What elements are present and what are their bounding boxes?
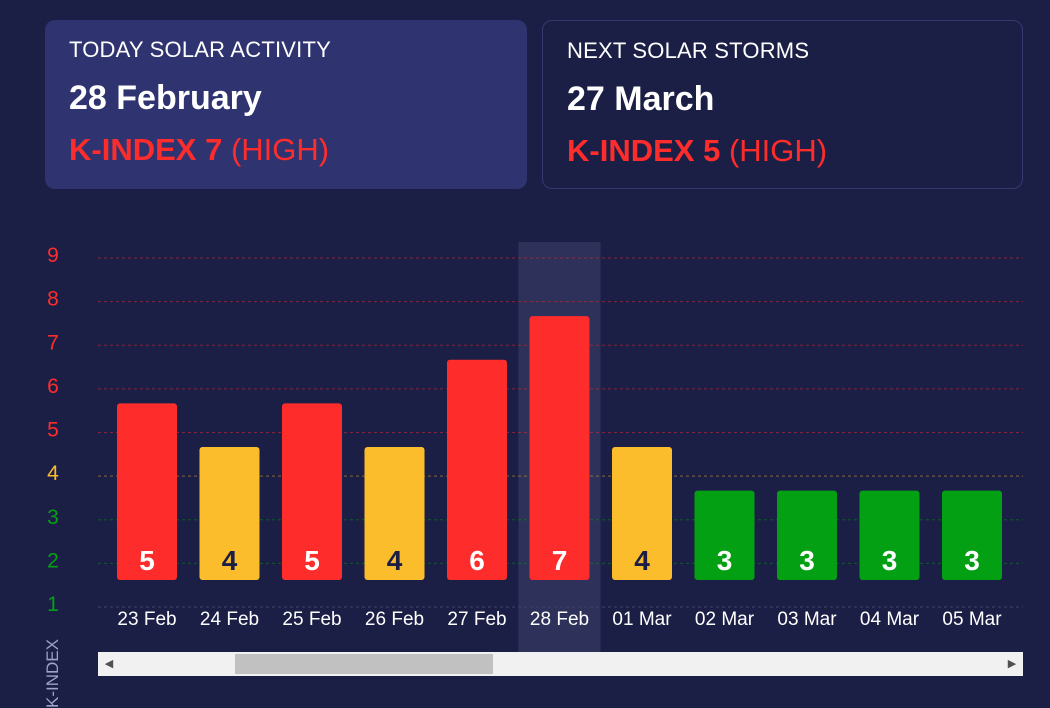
today-date: 28 February — [69, 79, 262, 117]
bar-24-feb[interactable] — [199, 446, 260, 580]
today-kindex-level: (HIGH) — [230, 132, 330, 167]
bar-value-label-0: 5 — [139, 545, 155, 576]
x-tick-label-6: 01 Mar — [612, 609, 672, 630]
bar-26-feb[interactable] — [364, 446, 425, 580]
scroll-right-arrow-icon[interactable]: ▶ — [1007, 658, 1017, 670]
next-heading: NEXT SOLAR STORMS — [567, 38, 810, 63]
x-tick-label-7: 02 Mar — [695, 609, 755, 630]
bar-25-feb[interactable] — [282, 403, 342, 580]
x-tick-label-10: 05 Mar — [942, 609, 1002, 630]
y-tick-label-9: 9 — [47, 244, 59, 267]
next-date: 27 March — [567, 80, 715, 118]
today-heading: TODAY SOLAR ACTIVITY — [69, 37, 331, 62]
bar-value-label-1: 4 — [222, 545, 238, 576]
y-tick-label-4: 4 — [47, 462, 59, 485]
today-kindex: K-INDEX 7 (HIGH) — [69, 130, 503, 170]
next-kindex-level: (HIGH) — [728, 133, 828, 168]
y-tick-label-8: 8 — [47, 288, 59, 311]
today-solar-activity-card: TODAY SOLAR ACTIVITY 28 February K-INDEX… — [45, 20, 527, 189]
x-tick-label-8: 03 Mar — [777, 609, 837, 630]
bar-03-mar[interactable] — [777, 490, 837, 580]
x-tick-label-9: 04 Mar — [860, 609, 920, 630]
y-tick-label-3: 3 — [47, 506, 59, 529]
chart-horizontal-scrollbar[interactable]: ◀ ▶ — [98, 652, 1023, 676]
bar-value-label-9: 3 — [882, 545, 898, 576]
scroll-thumb[interactable] — [235, 654, 493, 674]
x-tick-label-4: 27 Feb — [447, 609, 506, 630]
bar-01-mar[interactable] — [612, 446, 672, 580]
bar-value-label-8: 3 — [799, 545, 815, 576]
bar-value-label-3: 4 — [387, 545, 403, 576]
bar-value-label-7: 3 — [717, 545, 733, 576]
bar-05-mar[interactable] — [942, 490, 1002, 580]
bar-value-label-10: 3 — [964, 545, 980, 576]
bar-value-label-4: 6 — [469, 545, 485, 576]
bar-28-feb[interactable] — [529, 316, 590, 580]
next-solar-storms-card: NEXT SOLAR STORMS 27 March K-INDEX 5 (HI… — [542, 20, 1023, 189]
next-kindex: K-INDEX 5 (HIGH) — [567, 131, 998, 171]
x-tick-label-2: 25 Feb — [282, 609, 341, 630]
y-tick-label-2: 2 — [47, 549, 59, 572]
y-axis-label: K-INDEX — [43, 639, 62, 708]
y-tick-label-1: 1 — [47, 593, 59, 616]
scroll-left-arrow-icon[interactable]: ◀ — [104, 658, 114, 670]
today-kindex-value: K-INDEX 7 — [69, 132, 223, 167]
bar-value-label-2: 5 — [304, 545, 320, 576]
y-tick-label-5: 5 — [47, 419, 59, 442]
x-tick-label-3: 26 Feb — [365, 609, 424, 630]
bar-27-feb[interactable] — [447, 359, 507, 580]
bar-02-mar[interactable] — [694, 490, 755, 580]
bar-value-label-5: 7 — [552, 545, 568, 576]
y-tick-label-7: 7 — [47, 331, 59, 354]
next-kindex-value: K-INDEX 5 — [567, 133, 721, 168]
bar-23-feb[interactable] — [117, 403, 177, 580]
x-tick-label-0: 23 Feb — [117, 609, 176, 630]
x-tick-label-5: 28 Feb — [530, 609, 589, 630]
y-tick-label-6: 6 — [47, 375, 59, 398]
bar-04-mar[interactable] — [859, 490, 920, 580]
bar-value-label-6: 4 — [634, 545, 650, 576]
x-tick-label-1: 24 Feb — [200, 609, 259, 630]
